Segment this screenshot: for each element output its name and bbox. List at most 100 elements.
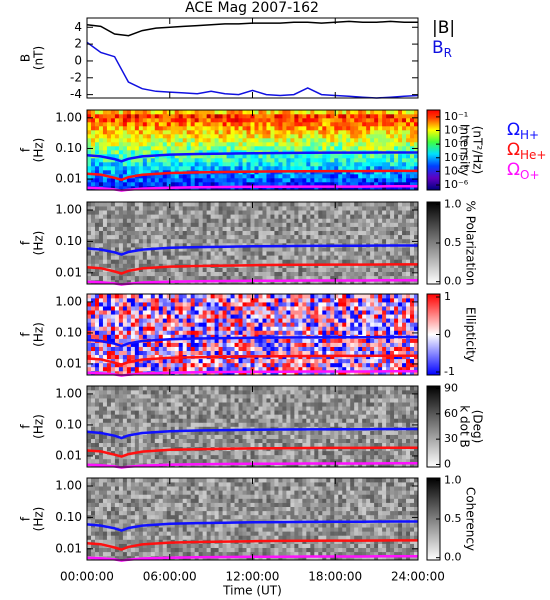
spectrogram-cell [390,338,395,343]
spectrogram-cell [222,259,227,264]
spectrogram-cell [126,162,132,167]
spectrogram-cell [394,146,399,151]
spectrogram-cell [394,154,399,159]
spectrogram-cell [406,222,411,227]
spectrogram-cell [150,142,156,147]
spectrogram-cell [150,210,156,215]
spectrogram-cell [378,206,383,211]
spectrogram-cell [322,259,327,264]
spectrogram-cell [270,306,275,311]
spectrogram-cell [210,334,215,339]
spectrogram-cell [122,230,128,236]
spectrogram-cell [290,122,295,127]
spectrogram-cell [238,271,243,277]
spectrogram-cell [262,166,267,171]
spectrogram-cell [146,362,152,368]
spectrogram-cell [282,366,287,372]
spectrogram-cell [158,222,164,227]
spectrogram-cell [150,158,156,163]
spectrogram-cell [362,142,367,147]
spectrogram-cell [374,166,379,171]
spectrogram-cell [222,350,227,356]
spectrogram-cell [286,251,291,256]
spectrogram-cell [87,214,92,219]
spectrogram-cell [154,182,160,187]
spectrogram-cell [398,234,403,240]
spectrogram-cell [158,342,164,347]
spectrogram-cell [222,334,227,339]
spectrogram-cell [354,326,359,331]
spectrogram-cell [262,122,267,127]
spectrogram-cell [118,166,124,171]
spectrogram-cell [318,154,323,159]
spectrogram-cell [110,362,116,368]
spectrogram-cell [226,166,231,171]
spectrogram-cell [410,162,415,167]
spectrogram-cell [322,138,327,143]
spectrogram-cell [302,247,307,252]
spectrogram-cell [250,142,255,147]
spectrogram-cell [87,275,92,281]
spectrogram-cell [198,298,203,303]
spectrogram-cell [294,142,299,147]
spectrogram-cell [178,202,184,207]
spectrogram-cell [302,306,307,311]
spectrogram-cell [414,114,419,119]
spectrogram-cell [134,350,140,356]
spectrogram-cell [94,218,100,223]
spectrogram-cell [254,234,259,240]
spectrogram-cell [218,134,223,139]
spectrogram-cell [378,134,383,139]
spectrogram-cell [386,275,391,281]
spectrogram-cell [238,330,243,335]
spectrogram-cell [158,182,164,187]
spectrogram-cell [90,214,96,219]
spectrogram-cell [354,202,359,207]
spectrogram-cell [134,322,140,327]
spectrogram-cell [87,142,92,147]
spectrogram-cell [378,267,383,272]
spectrogram-cell [274,154,279,159]
spectrogram-cell [386,154,391,159]
spectrogram-cell [174,314,180,319]
spectrogram-cell [130,214,136,219]
spectrogram-cell [254,110,259,115]
spectrogram-cell [170,110,176,115]
spectrogram-cell [230,306,235,311]
spectrogram-cell [334,206,339,211]
spectrogram-cell [126,182,132,187]
legend-subscript: He+ [520,148,546,162]
spectrogram-cell [146,243,152,248]
spectrogram-cell [210,230,215,236]
spectrogram-cell [118,214,124,219]
spectrogram-cell [146,330,152,335]
spectrogram-cell [318,218,323,223]
spectrogram-cell [190,154,195,159]
spectrogram-cell [386,234,391,240]
spectrogram-cell [90,298,96,303]
spectrogram-cell [87,122,92,127]
spectrogram-cell [130,318,136,323]
spectrogram-cell [274,275,279,281]
spectrogram-cell [122,338,128,343]
spectrogram-cell [106,263,112,268]
spectrogram-cell [190,214,195,219]
spectrogram-cell [334,279,339,285]
spectrogram-cell [87,271,92,277]
spectrogram-cell [254,247,259,252]
spectrogram-cell [322,162,327,167]
spectrogram-cell [366,318,371,323]
spectrogram-cell [414,338,419,343]
spectrogram-cell [394,366,399,372]
spectrogram-cell [362,134,367,139]
spectrogram-cell [406,170,411,175]
spectrogram-cell [214,174,219,179]
spectrogram-cell [282,362,287,368]
spectrogram-cell [342,110,347,115]
spectrogram-cell [166,346,172,351]
spectrogram-cell [87,206,92,211]
spectrogram-cell [298,226,303,231]
spectrogram-cell [218,178,223,183]
spectrogram-cell [306,370,311,376]
spectrogram-cell [334,338,339,343]
